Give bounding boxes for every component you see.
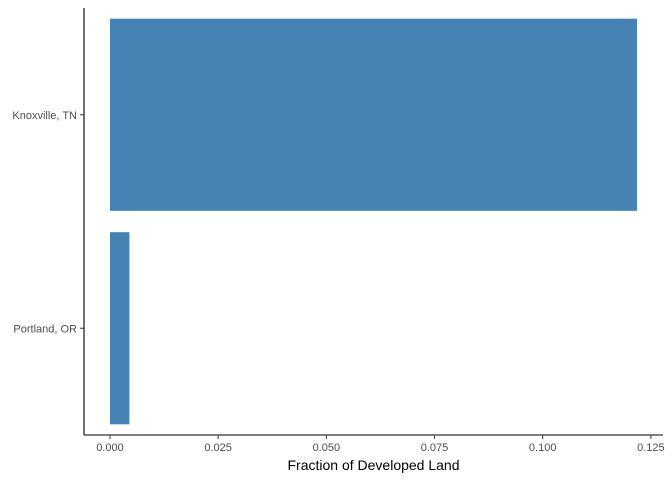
x-tick-label: 0.000: [96, 442, 124, 454]
x-tick-label: 0.025: [204, 442, 232, 454]
bar-knoxville-tn: [109, 18, 638, 211]
x-tick-label: 0.075: [421, 442, 449, 454]
y-tick-label: Knoxville, TN: [12, 110, 77, 122]
x-axis-title: Fraction of Developed Land: [288, 457, 460, 473]
x-tick-label: 0.050: [313, 442, 341, 454]
axes-layer: 0.000 0.025 0.050 0.075 0.100 0.125 Knoxville,…: [12, 8, 665, 454]
y-tick-label: Portland, OR: [13, 323, 77, 335]
bar-portland-or: [109, 232, 130, 425]
x-tick-label: 0.125: [637, 442, 665, 454]
bars-layer: [109, 18, 638, 425]
x-tick-label: 0.100: [529, 442, 557, 454]
